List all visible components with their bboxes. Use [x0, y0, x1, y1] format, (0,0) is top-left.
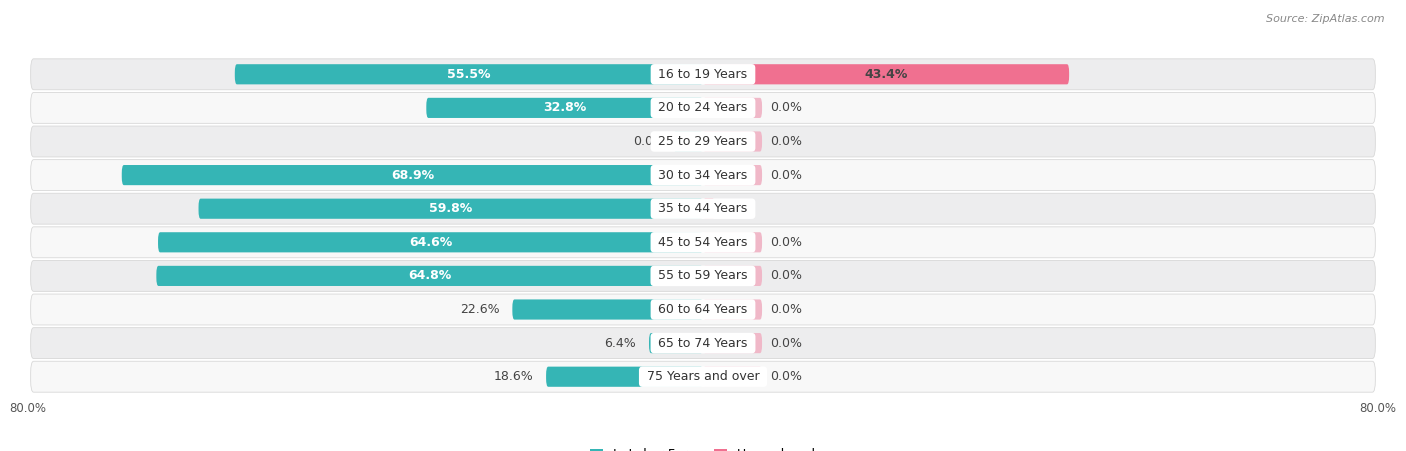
Text: 0.0%: 0.0%	[770, 269, 803, 282]
Text: 75 Years and over: 75 Years and over	[643, 370, 763, 383]
Text: 0.0%: 0.0%	[770, 303, 803, 316]
FancyBboxPatch shape	[31, 328, 1375, 359]
FancyBboxPatch shape	[703, 333, 762, 353]
Text: 0.0%: 0.0%	[770, 336, 803, 350]
FancyBboxPatch shape	[703, 232, 762, 253]
FancyBboxPatch shape	[157, 232, 703, 253]
FancyBboxPatch shape	[31, 361, 1375, 392]
Text: 1.4%: 1.4%	[723, 202, 755, 215]
FancyBboxPatch shape	[650, 333, 703, 353]
FancyBboxPatch shape	[703, 266, 762, 286]
Text: 55 to 59 Years: 55 to 59 Years	[654, 269, 752, 282]
Text: 0.0%: 0.0%	[770, 370, 803, 383]
FancyBboxPatch shape	[31, 126, 1375, 157]
Text: 43.4%: 43.4%	[865, 68, 908, 81]
FancyBboxPatch shape	[31, 227, 1375, 258]
Text: 16 to 19 Years: 16 to 19 Years	[654, 68, 752, 81]
Text: 6.4%: 6.4%	[605, 336, 637, 350]
FancyBboxPatch shape	[31, 294, 1375, 325]
FancyBboxPatch shape	[235, 64, 703, 84]
Text: 68.9%: 68.9%	[391, 169, 434, 182]
Text: 30 to 34 Years: 30 to 34 Years	[654, 169, 752, 182]
FancyBboxPatch shape	[703, 198, 714, 219]
FancyBboxPatch shape	[198, 198, 703, 219]
Text: 18.6%: 18.6%	[494, 370, 533, 383]
FancyBboxPatch shape	[673, 131, 703, 152]
FancyBboxPatch shape	[122, 165, 703, 185]
Text: 55.5%: 55.5%	[447, 68, 491, 81]
FancyBboxPatch shape	[703, 131, 762, 152]
FancyBboxPatch shape	[31, 92, 1375, 123]
Text: Source: ZipAtlas.com: Source: ZipAtlas.com	[1267, 14, 1385, 23]
Text: 60 to 64 Years: 60 to 64 Years	[654, 303, 752, 316]
Text: 22.6%: 22.6%	[460, 303, 499, 316]
FancyBboxPatch shape	[156, 266, 703, 286]
FancyBboxPatch shape	[703, 299, 762, 320]
Text: 25 to 29 Years: 25 to 29 Years	[654, 135, 752, 148]
FancyBboxPatch shape	[703, 98, 762, 118]
Text: 20 to 24 Years: 20 to 24 Years	[654, 101, 752, 115]
Text: 32.8%: 32.8%	[543, 101, 586, 115]
Text: 59.8%: 59.8%	[429, 202, 472, 215]
FancyBboxPatch shape	[426, 98, 703, 118]
Legend: In Labor Force, Unemployed: In Labor Force, Unemployed	[585, 443, 821, 451]
FancyBboxPatch shape	[703, 367, 762, 387]
Text: 0.0%: 0.0%	[633, 135, 665, 148]
Text: 0.0%: 0.0%	[770, 101, 803, 115]
FancyBboxPatch shape	[31, 260, 1375, 291]
FancyBboxPatch shape	[546, 367, 703, 387]
FancyBboxPatch shape	[31, 59, 1375, 90]
FancyBboxPatch shape	[703, 165, 762, 185]
Text: 45 to 54 Years: 45 to 54 Years	[654, 236, 752, 249]
Text: 64.8%: 64.8%	[408, 269, 451, 282]
Text: 0.0%: 0.0%	[770, 135, 803, 148]
Text: 64.6%: 64.6%	[409, 236, 453, 249]
FancyBboxPatch shape	[512, 299, 703, 320]
Text: 0.0%: 0.0%	[770, 236, 803, 249]
FancyBboxPatch shape	[703, 64, 1069, 84]
FancyBboxPatch shape	[31, 193, 1375, 224]
Text: 35 to 44 Years: 35 to 44 Years	[654, 202, 752, 215]
Text: 0.0%: 0.0%	[770, 169, 803, 182]
Text: 65 to 74 Years: 65 to 74 Years	[654, 336, 752, 350]
FancyBboxPatch shape	[31, 160, 1375, 191]
